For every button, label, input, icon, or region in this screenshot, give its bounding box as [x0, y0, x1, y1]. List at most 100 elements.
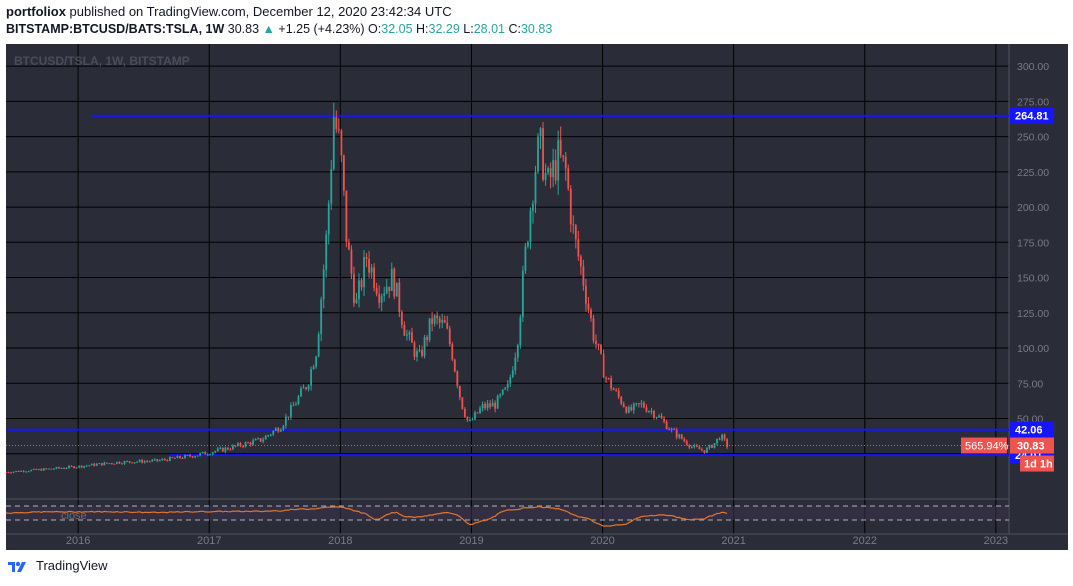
candle-body [592, 318, 595, 341]
candle-body [385, 286, 388, 294]
grid-lines [6, 44, 1068, 535]
candle-body [690, 446, 693, 448]
candle-body [83, 465, 86, 468]
candle-body [585, 285, 587, 304]
candle-body [395, 282, 398, 297]
percent-tag [961, 437, 1007, 454]
high-label: H: [416, 22, 429, 36]
candle-body [279, 429, 282, 432]
y-tick-label: 300.00 [1017, 61, 1049, 73]
candle-body [469, 419, 471, 421]
horizontal-levels[interactable] [6, 114, 1009, 457]
candle-body [264, 436, 267, 440]
candle-body [612, 388, 615, 391]
candle-body [88, 465, 91, 467]
candle-body [663, 418, 665, 422]
candle-body [161, 459, 164, 461]
candle-body [569, 188, 572, 225]
time-axis[interactable]: 2016 2017 2018 2019 2020 2021 2022 2023 [66, 535, 1008, 547]
candle-body [239, 443, 242, 447]
low-value: 28.01 [473, 22, 505, 36]
price-axis[interactable]: 300.00 275.00 250.00 225.00 200.00 175.00 150.… [961, 61, 1054, 472]
candle-body [90, 463, 93, 466]
candle-body [214, 451, 217, 453]
candle-body [577, 239, 580, 257]
candle-body [12, 471, 15, 473]
candle-body [201, 451, 204, 454]
candle-body [501, 389, 504, 395]
candle-body [532, 203, 534, 211]
candle-body [95, 463, 98, 466]
candle-body [27, 471, 30, 473]
candle-body [375, 287, 378, 295]
candle-body [168, 457, 171, 461]
candle-body [131, 462, 133, 464]
y-tick-label: 125.00 [1017, 308, 1049, 320]
candle-body [456, 371, 459, 387]
candle-body [632, 403, 635, 411]
price-change: +1.25 (+4.23%) [278, 22, 365, 36]
candle-body [108, 463, 111, 465]
y-tick-label: 200.00 [1017, 202, 1049, 214]
candle-body [247, 442, 249, 444]
candle-body [368, 258, 370, 273]
candle-body [40, 469, 43, 471]
candle-body [506, 383, 509, 388]
candle-body [562, 155, 565, 157]
chart-frame[interactable]: 300.00 275.00 250.00 225.00 200.00 175.00 150.… [5, 44, 1068, 550]
publisher-name[interactable]: portfoliox [6, 4, 66, 19]
candle-body [708, 444, 711, 448]
candle-body [721, 434, 723, 440]
candle-body [552, 160, 555, 178]
candle-body [514, 357, 517, 371]
candle-body [711, 444, 713, 448]
candle-body [509, 377, 512, 384]
candle-body [383, 293, 386, 296]
candle-body [572, 224, 575, 226]
candle-body [433, 315, 436, 324]
candle-body [653, 411, 655, 418]
candle-body [199, 453, 202, 456]
candle-body [143, 461, 146, 463]
candle-body [453, 359, 456, 372]
candle-body [50, 468, 53, 470]
low-label: L: [463, 22, 474, 36]
last-price-label: 30.83 [1017, 441, 1045, 453]
candle-body [582, 266, 585, 286]
candle-body [471, 419, 474, 421]
candle-body [431, 318, 434, 324]
candle-body [542, 128, 544, 180]
candle-body [330, 168, 333, 204]
candle-body [7, 472, 10, 474]
candle-body [332, 117, 335, 169]
candle-body [481, 404, 484, 409]
candle-body [133, 462, 136, 464]
candle-body [73, 466, 75, 469]
candle-body [365, 256, 368, 259]
candle-body [476, 412, 479, 414]
candle-body [436, 315, 439, 319]
percent-label: 565.94% [965, 441, 1009, 453]
publish-text: published on TradingView.com, December 1… [65, 4, 452, 19]
candle-body [678, 434, 681, 438]
candle-body [242, 446, 244, 448]
price-chart[interactable]: 300.00 275.00 250.00 225.00 200.00 175.00 150.… [5, 44, 1068, 550]
candle-body [643, 402, 645, 408]
candle-body [100, 463, 103, 466]
candle-body [191, 456, 194, 458]
candle-body [216, 448, 219, 452]
candle-body [277, 428, 280, 432]
high-value: 32.29 [428, 22, 460, 36]
publish-info: portfoliox published on TradingView.com,… [6, 4, 452, 19]
candle-body [123, 461, 126, 464]
last-price-tag [1010, 437, 1054, 454]
candle-body [607, 378, 610, 380]
candle-body [421, 350, 423, 356]
candle-body [234, 445, 237, 447]
candle-body [307, 385, 310, 390]
candle-body [305, 387, 307, 390]
candle-body [426, 337, 428, 340]
candle-body [163, 459, 166, 461]
candle-body [685, 441, 688, 445]
candle-body [602, 353, 605, 378]
